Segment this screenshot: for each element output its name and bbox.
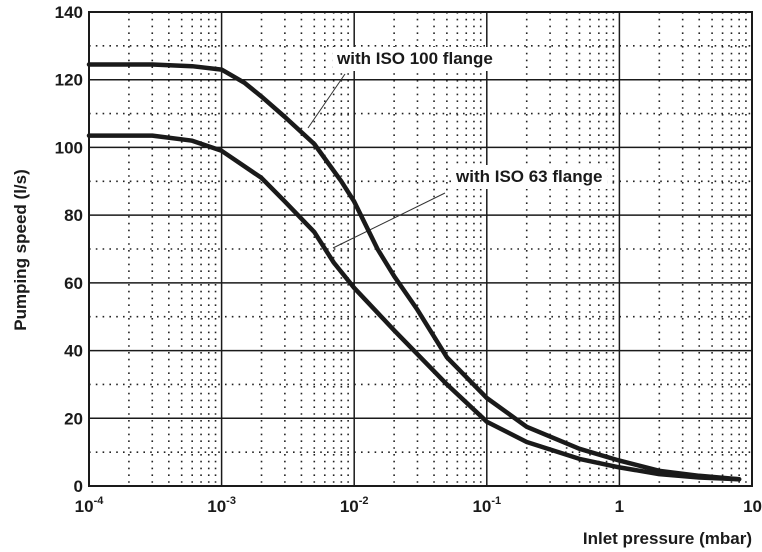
y-axis-ticks: 0 20 40 60 80 100 120 140 [55,3,83,496]
major-grid [89,12,752,486]
annotations: with ISO 100 flange with ISO 63 flange [333,47,608,189]
y-tick-label: 140 [55,3,83,22]
annotation-background [333,47,498,71]
y-axis-label: Pumping speed (l/s) [11,169,30,331]
y-tick-label: 80 [64,206,83,225]
series-label-1: with ISO 100 flange [336,49,493,68]
annotation-leader-line [307,73,346,129]
plot-frame [88,11,753,487]
annotation-background [452,165,608,189]
y-tick-label: 120 [55,71,83,90]
series-label-2: with ISO 63 flange [455,167,602,186]
x-tick-label: 10-2 [340,495,369,516]
x-tick-label: 10 [743,497,762,516]
x-axis-ticks: 10-4 10-3 10-2 10-1 1 10 [75,495,762,516]
y-tick-label: 40 [64,342,83,361]
y-tick-label: 20 [64,409,83,428]
series-line-2 [86,133,742,482]
minor-grid [89,12,752,486]
x-tick-label: 10-3 [207,495,236,516]
annotation-leader-line [332,192,446,249]
data-series [86,62,742,482]
y-tick-label: 60 [64,274,83,293]
x-tick-label: 1 [615,497,624,516]
x-axis-label: Inlet pressure (mbar) [583,529,752,548]
annotation-leaders [307,73,446,249]
series-line-1 [86,62,742,482]
y-tick-label: 0 [74,477,83,496]
x-tick-label: 10-1 [472,495,501,516]
x-tick-label: 10-4 [75,495,105,516]
y-tick-label: 100 [55,138,83,157]
